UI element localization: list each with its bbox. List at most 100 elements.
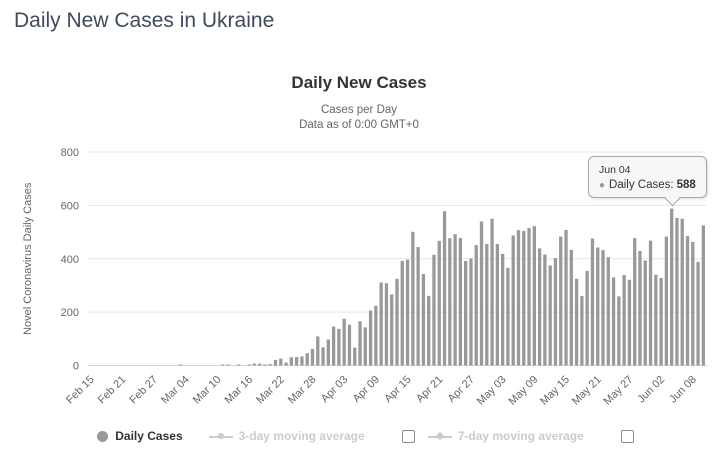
- bar-May 13[interactable]: [553, 258, 558, 366]
- bar-Apr 26[interactable]: [464, 260, 468, 366]
- bar-Apr 04[interactable]: [347, 324, 352, 366]
- bar-Mar 30[interactable]: [321, 347, 325, 366]
- bar-Jun 04[interactable]: [670, 208, 674, 366]
- bar-May 06[interactable]: [516, 230, 521, 366]
- bar-Apr 28[interactable]: [474, 245, 478, 366]
- bar-Mar 17[interactable]: [252, 363, 257, 366]
- bar-May 25[interactable]: [617, 296, 621, 366]
- bar-Apr 02[interactable]: [337, 328, 341, 366]
- bar-May 09[interactable]: [532, 226, 536, 366]
- bar-Apr 08[interactable]: [368, 310, 373, 366]
- bar-Mar 23[interactable]: [284, 362, 288, 366]
- bar-Apr 07[interactable]: [363, 327, 367, 366]
- bar-May 22[interactable]: [601, 250, 605, 366]
- bar-Apr 12[interactable]: [390, 294, 394, 366]
- bar-May 31[interactable]: [648, 240, 653, 366]
- bar-Mar 28[interactable]: [310, 348, 315, 366]
- bar-May 19[interactable]: [585, 271, 589, 366]
- bar-Jun 02[interactable]: [659, 277, 663, 366]
- bar-Mar 31[interactable]: [326, 339, 330, 366]
- bar-Apr 01[interactable]: [331, 326, 336, 366]
- bar-May 15[interactable]: [564, 229, 568, 366]
- bar-Apr 20[interactable]: [432, 254, 436, 366]
- bar-May 04[interactable]: [506, 267, 510, 366]
- bar-Mar 26[interactable]: [300, 356, 304, 366]
- bar-Apr 27[interactable]: [469, 258, 473, 366]
- bar-May 23[interactable]: [606, 257, 610, 366]
- bar-Jun 10[interactable]: [701, 225, 706, 366]
- bar-May 28[interactable]: [633, 238, 637, 366]
- bar-Apr 17[interactable]: [416, 247, 420, 366]
- bar-Apr 09[interactable]: [374, 305, 378, 366]
- bar-Jun 09[interactable]: [696, 261, 700, 366]
- bar-May 16[interactable]: [569, 249, 573, 366]
- bar-May 08[interactable]: [527, 228, 531, 366]
- bar-Jun 05[interactable]: [675, 217, 679, 366]
- bar-Apr 15[interactable]: [405, 259, 410, 366]
- chart-subtitle: Cases per Day Data as of 0:00 GMT+0: [0, 103, 718, 133]
- 3day-moving-average-checkbox[interactable]: [401, 429, 415, 443]
- bar-May 07[interactable]: [522, 231, 526, 366]
- bar-Jun 01[interactable]: [654, 274, 658, 366]
- bar-Mar 19[interactable]: [263, 364, 267, 366]
- bar-May 02[interactable]: [495, 244, 500, 366]
- bar-Mar 27[interactable]: [305, 353, 309, 366]
- bar-Apr 05[interactable]: [353, 347, 357, 366]
- legend-item-daily-cases[interactable]: Daily Cases: [97, 429, 183, 443]
- bar-Jun 03[interactable]: [664, 236, 669, 366]
- bar-Mar 03[interactable]: [178, 364, 183, 366]
- bar-Mar 12[interactable]: [226, 364, 230, 366]
- bar-Apr 18[interactable]: [421, 273, 426, 366]
- bar-Apr 24[interactable]: [453, 234, 457, 366]
- bar-Mar 18[interactable]: [258, 363, 262, 366]
- bar-Apr 22[interactable]: [442, 211, 447, 366]
- bar-May 03[interactable]: [500, 253, 505, 366]
- bar-Apr 23[interactable]: [448, 238, 452, 366]
- bar-Apr 21[interactable]: [437, 240, 441, 366]
- bar-Mar 11[interactable]: [221, 364, 225, 366]
- bar-Apr 29[interactable]: [479, 221, 484, 366]
- bar-May 18[interactable]: [580, 296, 584, 366]
- legend-item-3day-moving-average[interactable]: 3-day moving average: [208, 429, 365, 443]
- bar-May 21[interactable]: [596, 247, 600, 366]
- circle-marker-icon: [97, 430, 109, 442]
- bar-Jun 07[interactable]: [685, 236, 690, 366]
- bar-Apr 13[interactable]: [395, 278, 399, 366]
- bar-May 05[interactable]: [511, 235, 515, 366]
- bar-Mar 21[interactable]: [273, 359, 278, 366]
- x-tick-label: Mar 04: [159, 374, 192, 407]
- bar-May 11[interactable]: [543, 254, 547, 366]
- bar-May 14[interactable]: [559, 236, 563, 366]
- bar-Mar 29[interactable]: [316, 336, 320, 366]
- bar-Apr 03[interactable]: [342, 318, 346, 366]
- bar-Apr 19[interactable]: [427, 295, 431, 366]
- bar-May 29[interactable]: [638, 251, 642, 366]
- bar-Apr 10[interactable]: [379, 282, 383, 366]
- bar-May 24[interactable]: [611, 277, 616, 366]
- bar-May 20[interactable]: [590, 238, 595, 366]
- bar-May 17[interactable]: [574, 278, 579, 366]
- bar-Mar 24[interactable]: [289, 357, 294, 366]
- bar-Apr 25[interactable]: [458, 237, 463, 366]
- bar-May 12[interactable]: [548, 265, 552, 366]
- bar-Mar 14[interactable]: [236, 364, 241, 366]
- bar-May 01[interactable]: [490, 218, 494, 366]
- legend-item-7day-moving-average[interactable]: 7-day moving average: [427, 429, 584, 443]
- bar-May 30[interactable]: [643, 260, 647, 366]
- bar-Apr 16[interactable]: [411, 231, 415, 366]
- bar-Mar 25[interactable]: [294, 356, 299, 366]
- bar-Apr 30[interactable]: [485, 244, 489, 366]
- bar-Mar 16[interactable]: [247, 364, 251, 366]
- bar-May 27[interactable]: [627, 279, 632, 366]
- bar-Mar 20[interactable]: [268, 364, 272, 366]
- bar-May 26[interactable]: [622, 275, 626, 366]
- bar-Jun 08[interactable]: [691, 241, 695, 366]
- bar-Apr 11[interactable]: [384, 283, 389, 366]
- bar-Mar 22[interactable]: [279, 358, 283, 366]
- bar-Jun 06[interactable]: [680, 218, 684, 366]
- 7day-moving-average-checkbox[interactable]: [620, 429, 634, 443]
- bar-Apr 06[interactable]: [358, 321, 362, 366]
- bar-Apr 14[interactable]: [400, 260, 404, 366]
- bar-May 10[interactable]: [537, 248, 542, 366]
